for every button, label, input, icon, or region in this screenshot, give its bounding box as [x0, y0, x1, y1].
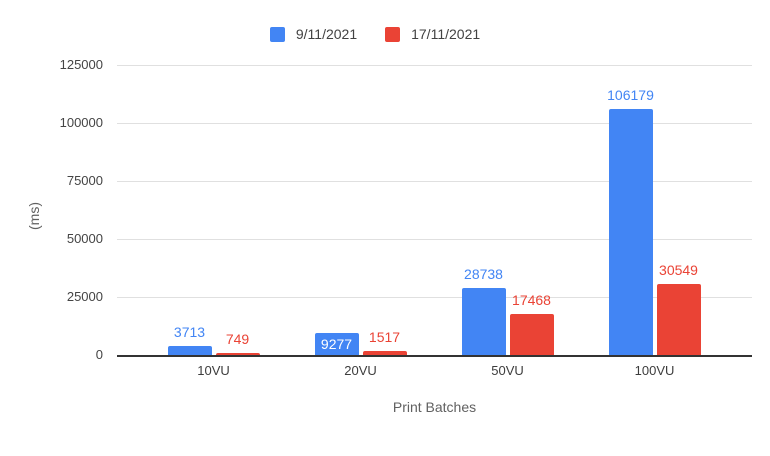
bar-value-label: 30549: [659, 262, 698, 279]
gridline: [117, 123, 752, 124]
gridline: [117, 239, 752, 240]
legend-item-9-11-2021: 9/11/2021: [269, 26, 358, 42]
bar-10VU-series-0: [167, 346, 212, 355]
bar-value-label: 106179: [607, 86, 654, 103]
legend-item-17-11-2021: 17/11/2021: [385, 26, 480, 42]
legend-swatch-icon: [269, 26, 285, 42]
chart-legend: 9/11/2021 17/11/2021: [0, 24, 750, 44]
y-tick-label: 25000: [66, 289, 103, 304]
x-tick-label: 10VU: [197, 363, 230, 378]
y-tick-label: 50000: [66, 231, 103, 246]
bar-value-label: 749: [225, 331, 250, 348]
bar-20VU-series-0: [314, 333, 359, 355]
y-tick-label: 75000: [66, 173, 103, 188]
bar-value-label: 1517: [368, 329, 401, 346]
gridline: [117, 65, 752, 66]
x-axis-title: Print Batches: [392, 399, 477, 415]
gridline: [117, 181, 752, 182]
y-tick-label: 0: [95, 347, 103, 362]
bar-50VU-series-0: [461, 288, 506, 355]
y-tick-label: 125000: [59, 57, 103, 72]
bar-value-label: 28738: [464, 266, 503, 283]
legend-label: 9/11/2021: [295, 26, 358, 42]
bar-100VU-series-0: [608, 108, 653, 355]
bar-50VU-series-1: [509, 314, 554, 355]
bar-value-label: 17468: [512, 292, 551, 309]
legend-label: 17/11/2021: [411, 26, 481, 42]
bar-20VU-series-1: [362, 351, 407, 355]
plot-area: 3713 749 9277 1517 28738 17468 106179 30549: [117, 65, 752, 357]
y-tick-label: 100000: [59, 115, 103, 130]
bar-10VU-series-1: [215, 353, 260, 355]
x-tick-label: 50VU: [491, 363, 524, 378]
gridline: [117, 297, 752, 298]
bar-value-label: 3713: [173, 324, 206, 341]
bar-value-label: 9277: [320, 336, 353, 353]
bar-100VU-series-1: [656, 284, 701, 355]
legend-swatch-icon: [385, 26, 401, 42]
x-tick-label: 20VU: [344, 363, 377, 378]
x-tick-label: 100VU: [634, 363, 675, 378]
